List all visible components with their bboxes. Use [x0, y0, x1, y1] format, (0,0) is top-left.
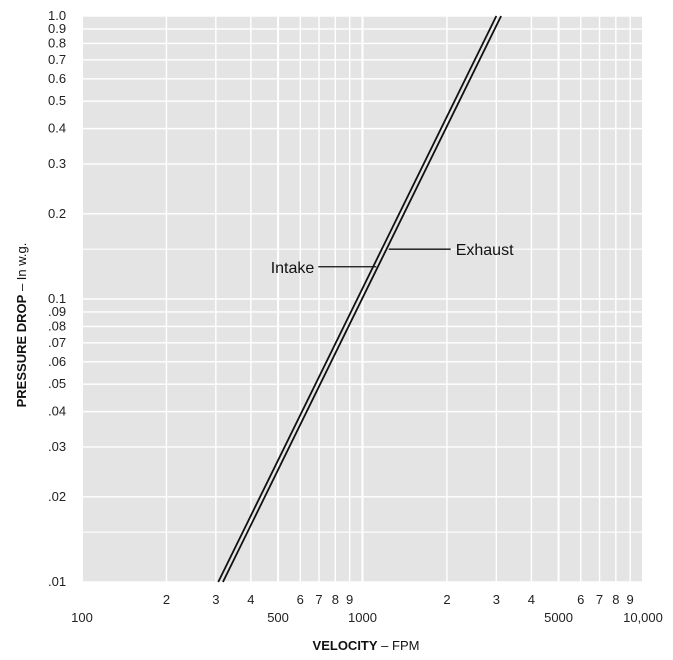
y-tick-label: 0.3 [48, 156, 66, 171]
annotations: Intake Exhaust [271, 242, 514, 277]
y-tick-label: 0.9 [48, 21, 66, 36]
y-tick-label: 0.6 [48, 71, 66, 86]
series-line-intake [217, 15, 498, 583]
y-tick-labels: 1.00.90.8 0.7 0.6 0.5 0.4 0.3 0.2 0.1.09.08 .07.… [48, 8, 66, 589]
y-tick-label: 0.8 [48, 35, 66, 50]
x-tick-label: 6 [577, 592, 584, 607]
x-tick-label: 500 [267, 610, 289, 625]
y-tick-label: .05 [48, 376, 66, 391]
x-tick-label: 3 [493, 592, 500, 607]
annotation-label: Intake [271, 260, 315, 277]
x-tick-label: 100 [71, 610, 93, 625]
y-tick-label: 0.5 [48, 93, 66, 108]
y-tick-label: .02 [48, 489, 66, 504]
series-lines [217, 15, 502, 583]
y-tick-label: 0.7 [48, 52, 66, 67]
y-tick-label: .06 [48, 354, 66, 369]
x-tick-label: 7 [596, 592, 603, 607]
y-tick-label: 0.1 [48, 291, 66, 306]
y-tick-label: .04 [48, 404, 66, 419]
y-tick-label: 1.0 [48, 8, 66, 23]
x-tick-label: 2 [443, 592, 450, 607]
series-line-exhaust [222, 15, 502, 583]
y-tick-label: .08 [48, 318, 66, 333]
y-tick-label: .07 [48, 335, 66, 350]
x-tick-label: 5000 [544, 610, 573, 625]
x-tick-label: 9 [346, 592, 353, 607]
y-tick-label: .09 [48, 304, 66, 319]
x-tick-label: 8 [332, 592, 339, 607]
x-tick-label: 6 [297, 592, 304, 607]
x-tick-label: 2 [163, 592, 170, 607]
x-tick-label: 3 [212, 592, 219, 607]
x-tick-label: 4 [247, 592, 254, 607]
y-tick-label: .03 [48, 439, 66, 454]
y-tick-label: .01 [48, 574, 66, 589]
x-tick-label: 7 [315, 592, 322, 607]
y-axis-title: PRESSURE DROP – In w.g. [14, 243, 29, 408]
x-axis-title: VELOCITY – FPM [313, 638, 420, 653]
y-tick-label: 0.2 [48, 206, 66, 221]
x-tick-label: 10,000 [623, 610, 663, 625]
x-tick-label: 1000 [348, 610, 377, 625]
x-tick-label: 4 [528, 592, 535, 607]
y-tick-label: 0.4 [48, 121, 66, 136]
annotation-label: Exhaust [456, 242, 514, 259]
x-tick-label: 8 [612, 592, 619, 607]
x-tick-label: 9 [627, 592, 634, 607]
